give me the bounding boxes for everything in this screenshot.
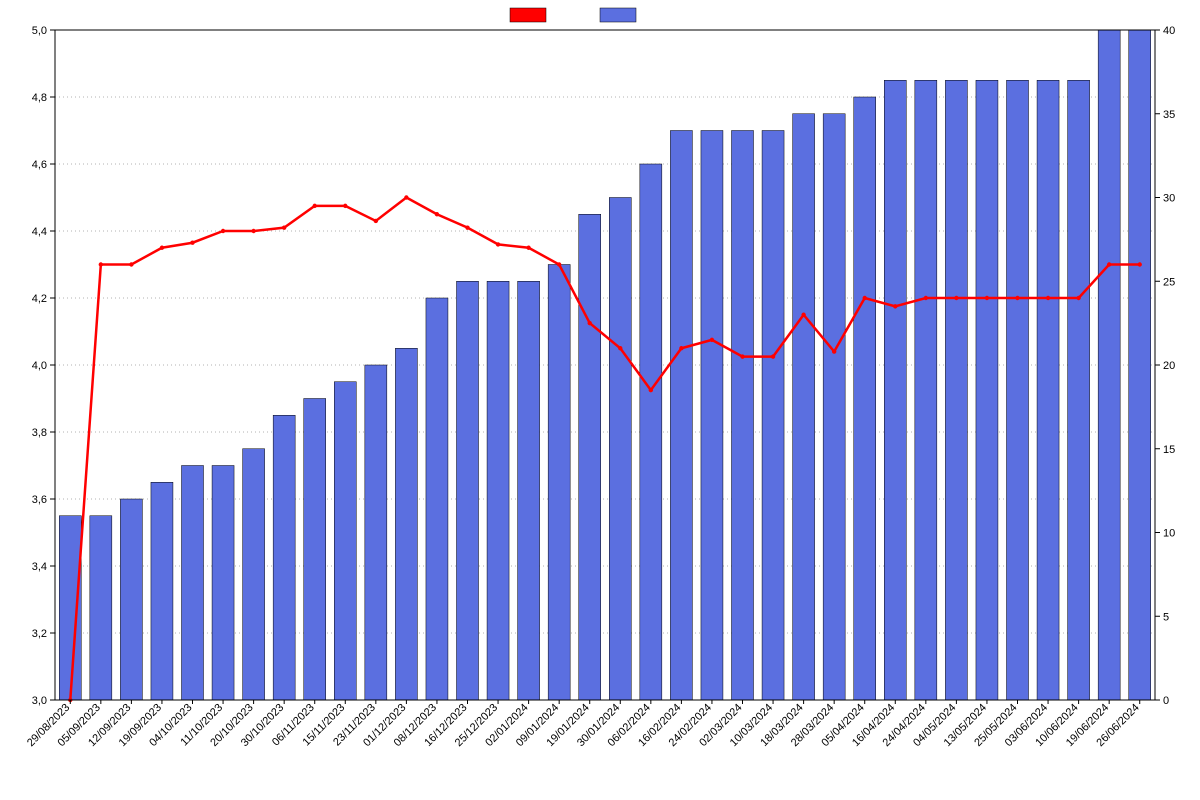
line-marker	[99, 262, 103, 266]
line-marker	[740, 354, 744, 358]
bar	[457, 281, 479, 700]
bar	[609, 198, 631, 701]
bar	[212, 466, 234, 701]
line-marker	[1076, 296, 1080, 300]
y-right-tick-label: 40	[1163, 25, 1175, 37]
line-marker	[465, 225, 469, 229]
bar	[518, 281, 540, 700]
line-marker	[526, 246, 530, 250]
line-marker	[221, 229, 225, 233]
line-marker	[649, 388, 653, 392]
bar	[120, 499, 142, 700]
bar	[732, 131, 754, 701]
line-marker	[404, 195, 408, 199]
line-marker	[679, 346, 683, 350]
line-marker	[557, 262, 561, 266]
line-marker	[863, 296, 867, 300]
line-marker	[985, 296, 989, 300]
y-left-tick-label: 3,8	[32, 427, 47, 439]
legend-swatch	[510, 8, 546, 22]
bar	[701, 131, 723, 701]
line-marker	[496, 242, 500, 246]
y-left-tick-label: 4,2	[32, 293, 47, 305]
line-marker	[924, 296, 928, 300]
y-left-tick-label: 4,4	[32, 226, 47, 238]
line-marker	[282, 225, 286, 229]
y-right-tick-label: 35	[1163, 109, 1175, 121]
line-marker	[710, 338, 714, 342]
bar	[304, 399, 326, 701]
bar	[273, 415, 295, 700]
line-marker	[954, 296, 958, 300]
line-marker	[1046, 296, 1050, 300]
y-left-tick-label: 4,6	[32, 159, 47, 171]
bar	[365, 365, 387, 700]
y-left-tick-label: 3,2	[32, 628, 47, 640]
line-marker	[801, 313, 805, 317]
bar	[670, 131, 692, 701]
y-right-tick-label: 0	[1163, 695, 1169, 707]
bar	[945, 80, 967, 700]
bar	[854, 97, 876, 700]
bar	[90, 516, 112, 700]
bar	[579, 214, 601, 700]
line-marker	[190, 241, 194, 245]
bar	[548, 265, 570, 701]
line-marker	[374, 219, 378, 223]
bar	[762, 131, 784, 701]
y-left-tick-label: 3,0	[32, 695, 47, 707]
line-marker	[1107, 262, 1111, 266]
line-marker	[618, 346, 622, 350]
bar	[395, 348, 417, 700]
y-right-tick-label: 10	[1163, 528, 1175, 540]
line-marker	[313, 204, 317, 208]
line-marker	[1138, 262, 1142, 266]
y-left-tick-label: 3,6	[32, 494, 47, 506]
bar	[1129, 30, 1151, 700]
bar	[426, 298, 448, 700]
y-right-tick-label: 5	[1163, 611, 1169, 623]
bar	[1098, 30, 1120, 700]
y-right-tick-label: 15	[1163, 444, 1175, 456]
bar	[1007, 80, 1029, 700]
bar	[151, 482, 173, 700]
line-marker	[160, 246, 164, 250]
line-marker	[343, 204, 347, 208]
bar	[487, 281, 509, 700]
legend-swatch	[600, 8, 636, 22]
line-marker	[893, 304, 897, 308]
bar	[243, 449, 265, 700]
bar	[640, 164, 662, 700]
bar	[1037, 80, 1059, 700]
bar	[976, 80, 998, 700]
y-left-tick-label: 4,8	[32, 92, 47, 104]
line-marker	[251, 229, 255, 233]
y-left-tick-label: 4,0	[32, 360, 47, 372]
line-marker	[832, 349, 836, 353]
bar	[823, 114, 845, 700]
line-marker	[129, 262, 133, 266]
y-right-tick-label: 30	[1163, 193, 1175, 205]
bar	[884, 80, 906, 700]
bar	[182, 466, 204, 701]
line-marker	[435, 212, 439, 216]
y-left-tick-label: 5,0	[32, 25, 47, 37]
bar	[334, 382, 356, 700]
line-marker	[771, 354, 775, 358]
y-left-tick-label: 3,4	[32, 561, 47, 573]
line-marker	[1015, 296, 1019, 300]
y-right-tick-label: 25	[1163, 276, 1175, 288]
combo-chart: 3,0 3,2 3,4 3,6 3,8 4,0 4,2 4,4 4,6 4,8 5,0 0 5 10 15 2…	[0, 0, 1200, 800]
bar	[793, 114, 815, 700]
bar	[1068, 80, 1090, 700]
line-marker	[588, 321, 592, 325]
bar	[915, 80, 937, 700]
y-right-tick-label: 20	[1163, 360, 1175, 372]
